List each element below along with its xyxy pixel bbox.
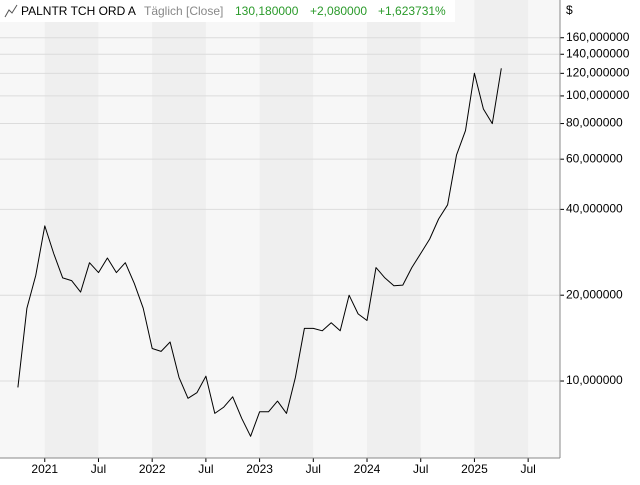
- y-tick-label: 100,000000: [566, 88, 630, 102]
- subtitle: Täglich [Close]: [144, 4, 223, 18]
- band: [152, 0, 206, 458]
- y-tick-label: 160,000000: [566, 30, 630, 44]
- band: [205, 0, 260, 458]
- x-tick-label: Jul: [198, 462, 213, 476]
- price-line: [17, 68, 502, 437]
- x-tick-label: Jul: [413, 462, 428, 476]
- x-tick-label: 2025: [461, 462, 488, 476]
- band: [313, 0, 368, 458]
- x-tick-label: 2021: [31, 462, 58, 476]
- x-tick-label: Jul: [520, 462, 535, 476]
- y-tick-label: 60,000000: [566, 151, 623, 165]
- y-tick-label: 20,000000: [566, 287, 623, 301]
- x-tick-label: Jul: [91, 462, 106, 476]
- axes: 10,000000 20,000000 40,000000 60,000000 80,0…: [0, 0, 630, 476]
- chart-title: PALNTR TCH ORD A: [21, 4, 136, 18]
- change: +2,080000: [310, 4, 367, 18]
- band: [474, 0, 529, 458]
- band: [44, 0, 99, 458]
- y-tick-label: 80,000000: [566, 116, 623, 130]
- line-icon: [4, 4, 18, 18]
- y-tick-label: 140,000000: [566, 46, 630, 60]
- x-tick-label: 2024: [354, 462, 381, 476]
- plot-background: [0, 0, 560, 458]
- x-tick-label: 2023: [246, 462, 273, 476]
- y-tick-label: 40,000000: [566, 202, 623, 216]
- band: [0, 0, 45, 458]
- header-background: [0, 0, 455, 22]
- band: [420, 0, 475, 458]
- x-tick-label: Jul: [306, 462, 321, 476]
- band: [98, 0, 153, 458]
- plot: [17, 68, 502, 437]
- y-tick-label: 120,000000: [566, 66, 630, 80]
- band: [259, 0, 314, 458]
- x-tick-label: 2022: [139, 462, 166, 476]
- band: [528, 0, 560, 458]
- y-tick-label: 10,000000: [566, 373, 623, 387]
- y-unit: $: [566, 3, 573, 17]
- last-value: 130,180000: [235, 4, 299, 18]
- change-percent: +1,623731%: [378, 4, 446, 18]
- grid: [0, 37, 560, 382]
- band: [367, 0, 421, 458]
